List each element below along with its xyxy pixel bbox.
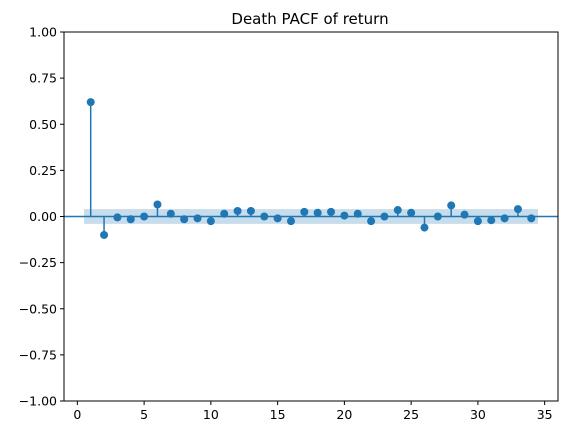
data-point — [246, 206, 255, 215]
data-point — [166, 209, 175, 218]
y-tick-label: −0.75 — [19, 347, 57, 362]
data-point — [86, 98, 95, 107]
data-point — [327, 207, 336, 216]
data-point — [300, 207, 309, 216]
x-tick-label: 15 — [270, 407, 286, 422]
data-point — [353, 209, 362, 218]
y-axis: 1.00 0.75 0.50 0.25 0.00 −0.25 −0.50 −0.75 −1.00 — [19, 25, 64, 409]
y-tick-label: 0.25 — [29, 163, 57, 178]
markers-group — [86, 98, 536, 239]
data-point — [407, 208, 416, 217]
x-tick-label: 25 — [403, 407, 419, 422]
data-point — [367, 217, 376, 226]
data-point — [153, 200, 162, 209]
data-point — [193, 214, 202, 223]
data-point — [433, 212, 442, 221]
data-point — [220, 209, 229, 218]
x-tick-label: 20 — [336, 407, 352, 422]
data-point — [140, 212, 149, 221]
y-tick-label: 0.00 — [29, 209, 57, 224]
data-point — [313, 208, 322, 217]
data-point — [273, 214, 282, 223]
y-tick-label: 0.75 — [29, 71, 57, 86]
data-point — [487, 216, 496, 225]
y-tick-label: 0.50 — [29, 117, 57, 132]
x-tick-label: 0 — [73, 407, 81, 422]
x-tick-label: 10 — [203, 407, 219, 422]
data-point — [286, 217, 295, 226]
data-point — [126, 215, 135, 224]
data-point — [447, 201, 456, 210]
data-point — [500, 214, 509, 223]
x-axis: 0 5 10 15 20 25 30 35 — [73, 401, 553, 422]
data-point — [100, 230, 109, 239]
y-tick-label: −0.25 — [19, 255, 57, 270]
x-tick-label: 5 — [140, 407, 148, 422]
data-point — [393, 206, 402, 215]
data-point — [513, 205, 522, 214]
y-tick-label: 1.00 — [29, 25, 57, 40]
data-point — [340, 211, 349, 220]
data-point — [233, 206, 242, 215]
data-point — [473, 217, 482, 226]
x-tick-label: 35 — [537, 407, 553, 422]
data-point — [527, 214, 536, 223]
y-tick-label: −0.50 — [19, 301, 57, 316]
chart-title: Death PACF of return — [231, 10, 388, 28]
data-point — [206, 217, 215, 226]
data-point — [380, 212, 389, 221]
data-point — [460, 210, 469, 219]
data-point — [113, 213, 122, 222]
data-point — [180, 215, 189, 224]
data-point — [420, 223, 429, 232]
x-tick-label: 30 — [470, 407, 486, 422]
data-point — [260, 212, 269, 221]
y-tick-label: −1.00 — [19, 394, 57, 409]
